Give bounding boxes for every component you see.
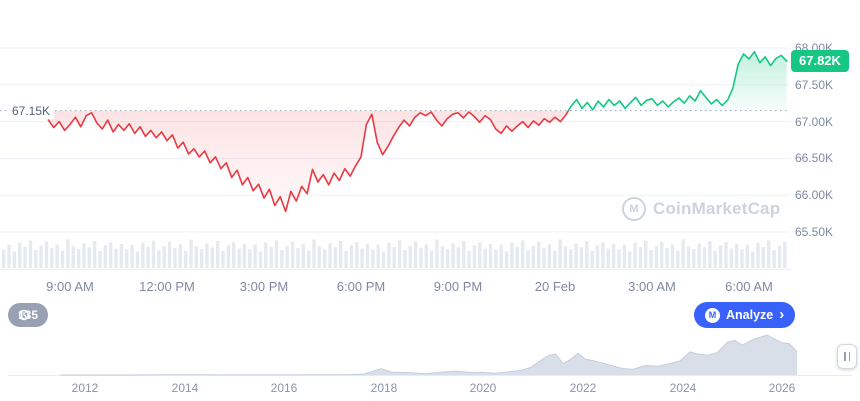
year-label: 2024 [669, 381, 697, 395]
year-label: 2018 [370, 381, 398, 395]
coinmarketcap-logo-icon: M [622, 197, 646, 221]
x-axis-label: 9:00 PM [433, 279, 483, 294]
year-label: 2026 [768, 381, 796, 395]
y-axis-label: 66.50K [795, 151, 834, 165]
grip-bar [848, 352, 850, 361]
watermark-text: CoinMarketCap [653, 199, 781, 218]
brush-area-fill [60, 335, 798, 375]
year-label: 2014 [171, 381, 199, 395]
reference-price-label: 67.15K [8, 103, 55, 119]
y-axis-label: 67.00K [795, 115, 834, 129]
y-axis-label: 66.00K [795, 188, 834, 202]
grip-bar [844, 352, 846, 361]
chevron-right-icon: › [779, 306, 785, 323]
current-price-badge: 67.82K [791, 50, 849, 72]
price-line-down-segment [47, 110, 593, 213]
history-clock-icon [18, 309, 30, 321]
year-label: 2022 [569, 381, 597, 395]
y-axis-label: 67.50K [795, 78, 834, 92]
coinmarketcap-logo-icon: M [705, 307, 720, 323]
x-axis-label: 20 Feb [534, 279, 576, 294]
year-label: 2020 [469, 381, 497, 395]
year-label: 2012 [71, 381, 99, 395]
year-label: 2016 [270, 381, 298, 395]
history-brush-chart[interactable] [0, 331, 860, 377]
price-chart-canvas[interactable] [0, 0, 790, 270]
analyze-button-label: Analyze [726, 308, 774, 322]
x-axis-label: 12:00 PM [139, 279, 195, 294]
price-line-up-segment [567, 50, 788, 111]
x-axis-label: 6:00 PM [336, 279, 386, 294]
x-axis-label: 3:00 PM [239, 279, 289, 294]
price-area-below-reference [48, 110, 787, 212]
x-axis-label: 6:00 AM [725, 279, 773, 294]
coinmarketcap-watermark: M CoinMarketCap [622, 197, 780, 221]
candle-countdown-badge[interactable]: 135 [8, 303, 49, 327]
brush-area-outline [60, 334, 798, 376]
gridlines [0, 47, 790, 270]
y-axis-label: 65.50K [795, 225, 834, 239]
price-area-above-reference [568, 51, 787, 111]
x-axis-label: 9:00 AM [46, 279, 94, 294]
x-axis-label: 3:00 AM [628, 279, 676, 294]
volume-bars [2, 239, 787, 268]
brush-drag-handle[interactable] [837, 344, 857, 369]
analyze-button[interactable]: M Analyze › [694, 302, 796, 328]
